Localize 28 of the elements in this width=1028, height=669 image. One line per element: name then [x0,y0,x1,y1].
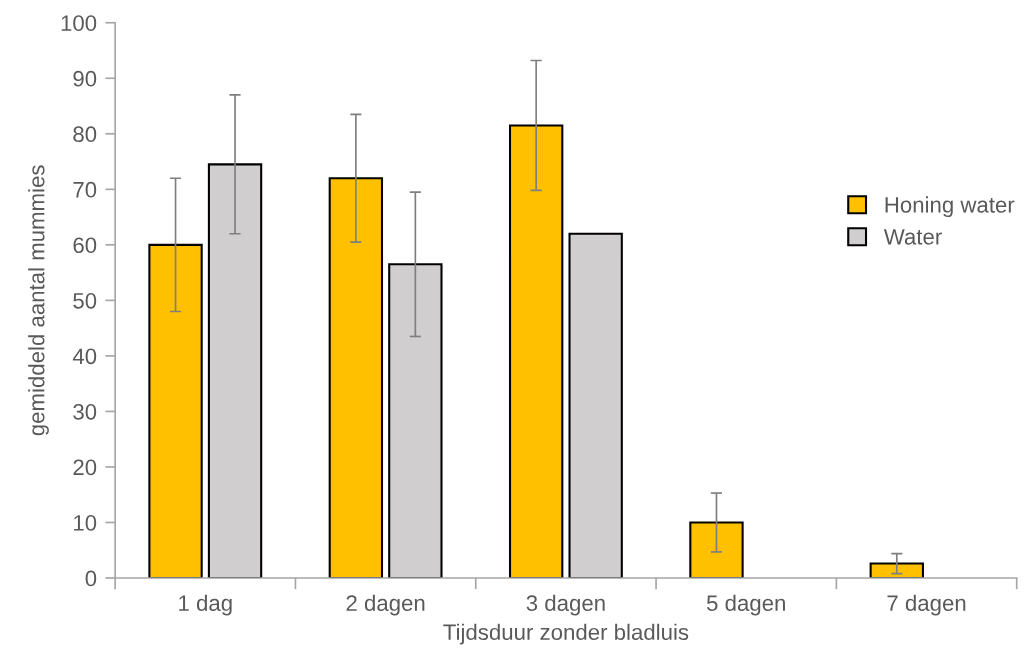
bar [148,243,203,579]
y-tick-label: 90 [73,70,97,87]
x-tick-label: 3 dagen [526,594,605,616]
x-tick-label: 1 dag [179,594,232,616]
y-tick-label: 60 [73,237,97,254]
y-tick-label: 10 [74,515,97,531]
x-tick-label: 2 dagen [346,594,425,616]
x-axis-title: Tijdsduur zonder bladluis [443,623,689,645]
bar [869,562,924,579]
y-tick-label: 100 [61,15,97,32]
y-axis-title: gemiddeld aantal mummies [28,165,49,436]
bar [689,521,744,579]
y-tick-label: 30 [73,403,97,420]
y-tick-label: 50 [73,292,97,309]
bar [508,124,564,579]
legend-label: Water [883,229,942,245]
y-tick-label: 80 [73,126,97,143]
legend-label: Honing water [885,196,1015,218]
x-tick-label: 5 dagen [706,594,785,616]
y-tick-label: 0 [85,570,97,587]
y-tick-label: 40 [72,348,97,365]
bar [388,263,443,579]
bar [568,232,623,579]
bar [328,177,384,579]
y-tick-label: 20 [73,459,97,476]
bar [207,163,263,579]
y-tick-label: 70 [73,181,97,198]
x-tick-label: 7 dagen [887,594,966,616]
